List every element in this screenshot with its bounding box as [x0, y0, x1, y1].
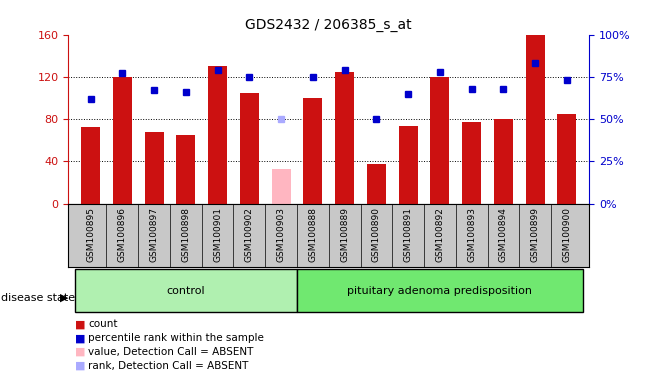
Bar	[557, 114, 576, 204]
Text: value, Detection Call = ABSENT: value, Detection Call = ABSENT	[88, 347, 253, 357]
Text: GSM100894: GSM100894	[499, 207, 508, 262]
Bar	[240, 93, 259, 204]
Text: disease state: disease state	[1, 293, 76, 303]
Text: ■: ■	[75, 333, 85, 343]
Text: count: count	[88, 319, 117, 329]
Text: ■: ■	[75, 319, 85, 329]
Text: pituitary adenoma predisposition: pituitary adenoma predisposition	[348, 286, 533, 296]
Text: GSM100889: GSM100889	[340, 207, 349, 262]
Text: percentile rank within the sample: percentile rank within the sample	[88, 333, 264, 343]
Text: GSM100890: GSM100890	[372, 207, 381, 262]
Text: GSM100902: GSM100902	[245, 207, 254, 262]
Bar	[367, 164, 386, 204]
Bar	[494, 119, 513, 204]
Bar	[176, 135, 195, 204]
Bar	[208, 66, 227, 204]
Text: GSM100891: GSM100891	[404, 207, 413, 262]
Bar	[75, 269, 297, 313]
Text: GSM100900: GSM100900	[562, 207, 572, 262]
Title: GDS2432 / 206385_s_at: GDS2432 / 206385_s_at	[245, 18, 412, 32]
Text: GSM100893: GSM100893	[467, 207, 476, 262]
Text: GSM100896: GSM100896	[118, 207, 127, 262]
Bar	[297, 269, 583, 313]
Bar	[271, 169, 290, 204]
Text: GSM100899: GSM100899	[531, 207, 540, 262]
Text: GSM100897: GSM100897	[150, 207, 159, 262]
Text: ■: ■	[75, 361, 85, 371]
Bar	[335, 71, 354, 204]
Text: GSM100892: GSM100892	[436, 207, 445, 262]
Text: GSM100901: GSM100901	[213, 207, 222, 262]
Text: control: control	[167, 286, 205, 296]
Text: ▶: ▶	[60, 293, 68, 303]
Bar	[81, 127, 100, 204]
Bar	[430, 77, 449, 204]
Text: GSM100895: GSM100895	[86, 207, 95, 262]
Bar	[113, 77, 132, 204]
Bar	[303, 98, 322, 204]
Text: ■: ■	[75, 347, 85, 357]
Text: GSM100888: GSM100888	[309, 207, 318, 262]
Bar	[525, 35, 545, 204]
Text: GSM100903: GSM100903	[277, 207, 286, 262]
Text: rank, Detection Call = ABSENT: rank, Detection Call = ABSENT	[88, 361, 248, 371]
Bar	[462, 122, 481, 204]
Text: GSM100898: GSM100898	[182, 207, 190, 262]
Bar	[145, 132, 163, 204]
Bar	[398, 126, 418, 204]
